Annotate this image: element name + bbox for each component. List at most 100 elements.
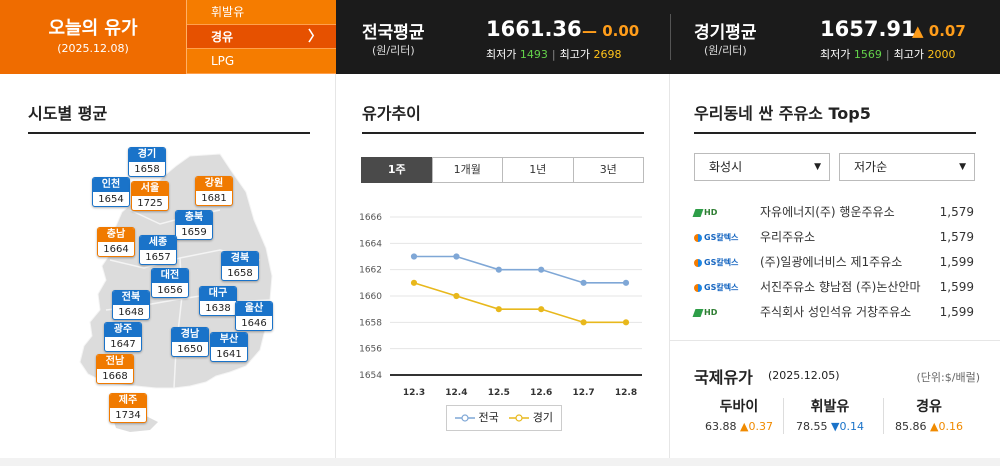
brand-logo-text: GS칼텍스 [704, 283, 739, 292]
station-row[interactable]: HD 자유에너지(주) 행운주유소 1,579 [692, 200, 984, 225]
national-max-label: 최고가 [559, 48, 590, 61]
region-price: 1654 [98, 194, 124, 205]
sort-select[interactable]: 저가순 ▼ [839, 153, 975, 181]
x-tick-label: 12.8 [615, 388, 637, 398]
region-price: 1668 [102, 371, 128, 382]
region-price: 1658 [134, 164, 160, 175]
region-badge[interactable]: 전남 1668 [96, 354, 134, 384]
x-tick-label: 12.5 [488, 388, 510, 398]
intl-price-change: ▲0.37 [740, 420, 773, 433]
data-point [410, 253, 418, 260]
region-badge[interactable]: 강원 1681 [195, 176, 233, 206]
station-row[interactable]: HD 주식회사 성인석유 거창주유소 1,599 [692, 300, 984, 325]
y-tick-label: 1654 [359, 371, 382, 381]
station-row[interactable]: GS칼텍스 서진주유소 향남점 (주)논산안마 1,599 [694, 275, 984, 300]
region-badge[interactable]: 경남 1650 [171, 327, 209, 357]
tab-1-year[interactable]: 1년 [502, 157, 574, 183]
region-price: 1657 [145, 252, 171, 263]
legend-marker-gyeonggi [509, 414, 530, 422]
price-trend-panel: 유가추이 [336, 74, 670, 458]
price-trend-chart: 1666 1664 1662 1660 1658 1656 1654 12.3 12.4 12.5… [359, 213, 642, 398]
station-row[interactable]: GS칼텍스 우리주유소 1,579 [694, 225, 984, 250]
region-badge[interactable]: 인천 1654 [92, 177, 130, 207]
data-point [453, 292, 460, 300]
region-badge[interactable]: 대구 1638 [199, 286, 237, 316]
region-badge[interactable]: 제주 1734 [109, 393, 147, 423]
data-point [410, 279, 418, 286]
intl-divider [883, 398, 884, 434]
station-price: 1,599 [939, 255, 974, 269]
station-row[interactable]: GS칼텍스 (주)일광에너비스 제1주유소 1,599 [694, 250, 984, 275]
intl-price-item: 휘발유 78.55 ▼0.14 [785, 396, 875, 433]
tab-1-month[interactable]: 1개월 [431, 157, 503, 183]
station-price: 1,599 [939, 305, 974, 319]
region-badge[interactable]: 세종 1657 [139, 235, 177, 265]
region-badge[interactable]: 경북 1658 [221, 251, 259, 281]
station-name: 주식회사 성인석유 거창주유소 [760, 305, 912, 319]
gyeonggi-average-label: 경기평균 [694, 23, 757, 43]
national-average-change: — 0.00 [582, 22, 640, 40]
region-badge[interactable]: 울산 1646 [235, 301, 273, 331]
caret-down-icon: ▼ [959, 162, 966, 172]
brand-mark-icon [692, 208, 704, 217]
fuel-menu-gasoline[interactable]: 휘발유 [187, 0, 336, 25]
title-underline [362, 132, 644, 134]
region-badge[interactable]: 경기 1658 [128, 147, 166, 177]
intl-price-item: 경유 85.86 ▲0.16 [884, 396, 974, 433]
region-price: 1648 [118, 307, 144, 318]
gs-caltex-logo: GS칼텍스 [694, 281, 746, 295]
intl-price-value: 63.88 [705, 420, 737, 433]
region-name: 경남 [172, 328, 208, 342]
station-name: 자유에너지(주) 행운주유소 [760, 205, 895, 219]
chart-legend: 전국 경기 [446, 405, 562, 431]
data-point [580, 279, 587, 286]
fuel-type-menu: 휘발유 경유 〉 LPG [186, 0, 336, 74]
region-badge[interactable]: 부산 1641 [210, 332, 248, 362]
region-badge[interactable]: 서울 1725 [131, 181, 169, 211]
y-tick-label: 1656 [359, 345, 382, 355]
today-date: (2025.12.08) [57, 42, 129, 55]
national-average-unit: (원/리터) [372, 44, 415, 57]
fuel-menu-lpg[interactable]: LPG [187, 49, 336, 74]
region-badge[interactable]: 광주 1647 [104, 322, 142, 352]
tab-1-week[interactable]: 1주 [361, 157, 433, 183]
fuel-menu-diesel[interactable]: 경유 〉 [187, 24, 336, 50]
region-badge[interactable]: 충북 1659 [175, 210, 213, 240]
gyeonggi-max-label: 최고가 [893, 48, 924, 61]
period-tabs: 1주 1개월 1년 3년 [361, 157, 644, 183]
tab-3-years[interactable]: 3년 [572, 157, 644, 183]
region-name: 인천 [93, 178, 129, 192]
region-price: 1659 [181, 227, 207, 238]
gyeonggi-average-value: 1657.91 [820, 17, 916, 41]
region-select[interactable]: 화성시 ▼ [694, 153, 830, 181]
region-name: 제주 [110, 394, 146, 408]
region-badge[interactable]: 충남 1664 [97, 227, 135, 257]
top5-panel: 우리동네 싼 주유소 Top5 [670, 74, 1000, 458]
top5-title: 우리동네 싼 주유소 Top5 [694, 104, 871, 123]
station-list: HD 자유에너지(주) 행운주유소 1,579 GS칼텍스 우리주유소 1,579 GS칼텍… [692, 200, 984, 325]
title-underline [694, 132, 976, 134]
gyeonggi-min-label: 최저가 [820, 48, 851, 61]
station-price: 1,599 [939, 280, 974, 294]
region-price: 1647 [110, 339, 136, 350]
region-badge[interactable]: 대전 1656 [151, 268, 189, 298]
y-tick-label: 1664 [359, 239, 382, 249]
intl-price-change: ▲0.16 [930, 420, 963, 433]
hd-hyundai-logo: HD [692, 206, 746, 220]
legend-label-gyeonggi: 경기 [532, 411, 553, 424]
region-price: 1664 [103, 244, 129, 255]
data-point [580, 319, 587, 326]
gs-caltex-logo: GS칼텍스 [694, 231, 746, 245]
region-badge[interactable]: 전북 1648 [112, 290, 150, 320]
station-price: 1,579 [939, 205, 974, 219]
region-name: 경기 [129, 148, 165, 162]
national-min-label: 최저가 [486, 48, 517, 61]
region-name: 광주 [105, 323, 141, 337]
region-name: 전남 [97, 355, 133, 369]
region-name: 강원 [196, 177, 232, 191]
national-average: 전국평균 (원/리터) 1661.36 — 0.00 최저가 1493 | 최고가 … [362, 17, 640, 61]
data-point [495, 266, 502, 273]
stat-divider [670, 14, 671, 60]
brand-logo-text: HD [704, 208, 718, 217]
gs-caltex-logo: GS칼텍스 [694, 256, 746, 270]
